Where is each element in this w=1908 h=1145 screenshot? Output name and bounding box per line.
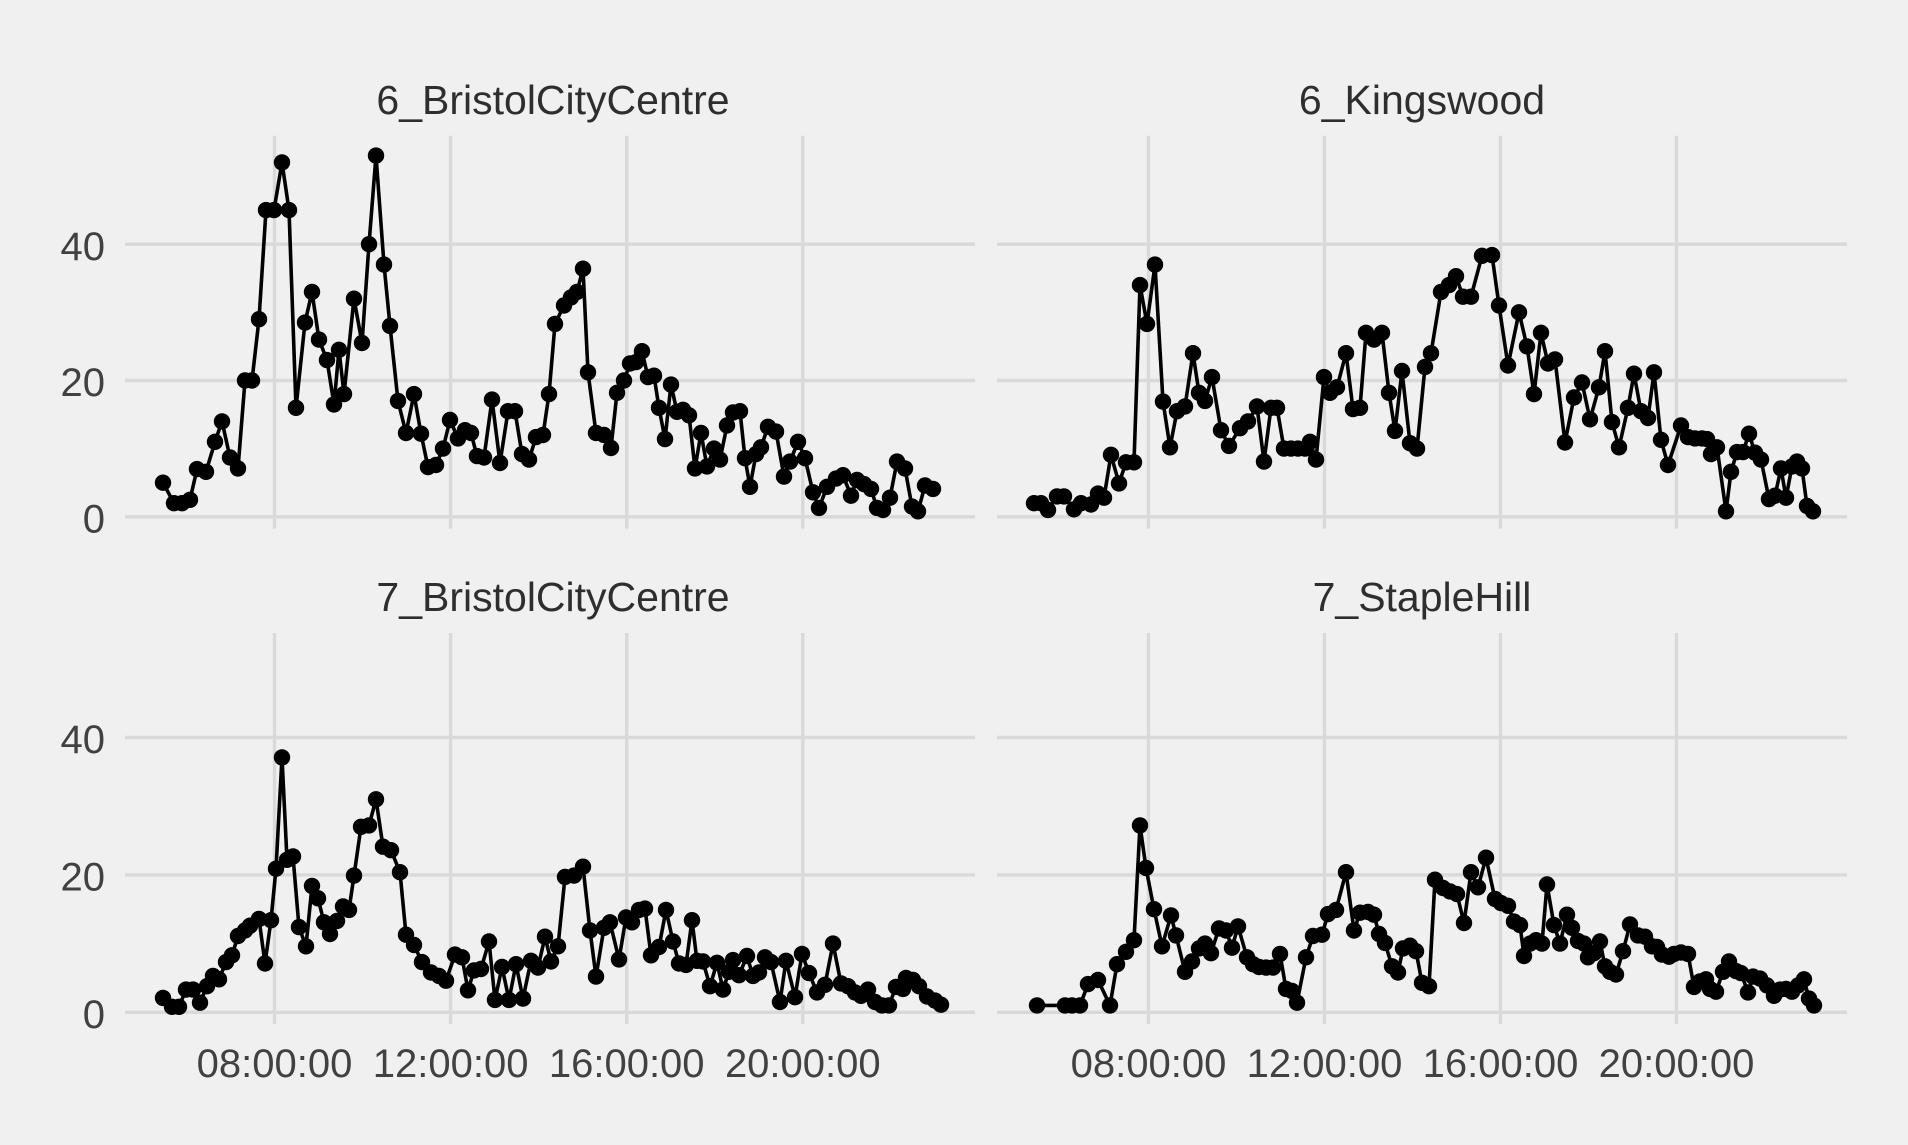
svg-text:0: 0 [83,498,105,542]
svg-text:08:00:00: 08:00:00 [1071,1042,1227,1086]
svg-text:0: 0 [83,993,105,1037]
svg-text:6_Kingswood: 6_Kingswood [1299,77,1545,123]
svg-text:40: 40 [61,718,106,762]
svg-text:6_BristolCityCentre: 6_BristolCityCentre [376,77,729,123]
svg-text:16:00:00: 16:00:00 [549,1042,705,1086]
svg-text:40: 40 [61,225,106,269]
svg-text:7_StapleHill: 7_StapleHill [1313,574,1532,620]
svg-text:12:00:00: 12:00:00 [1247,1042,1403,1086]
svg-text:20:00:00: 20:00:00 [725,1042,881,1086]
svg-text:20:00:00: 20:00:00 [1599,1042,1755,1086]
svg-text:20: 20 [61,361,106,405]
svg-text:08:00:00: 08:00:00 [197,1042,353,1086]
svg-text:16:00:00: 16:00:00 [1423,1042,1579,1086]
svg-text:20: 20 [61,856,106,900]
svg-text:12:00:00: 12:00:00 [373,1042,529,1086]
svg-text:7_BristolCityCentre: 7_BristolCityCentre [376,574,729,620]
